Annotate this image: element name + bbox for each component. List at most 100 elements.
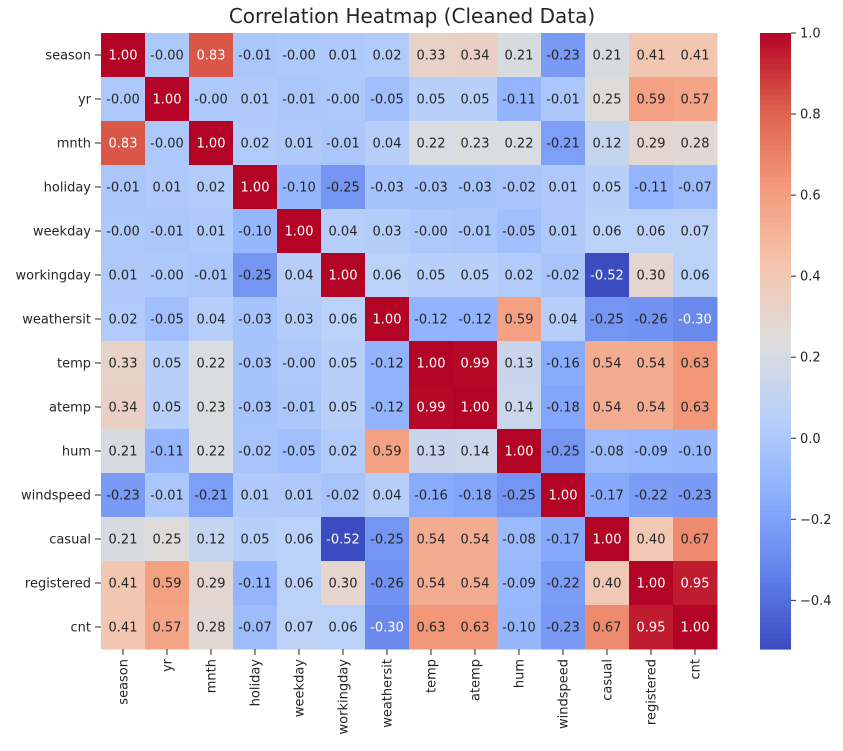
- heatmap-cell-temp-casual: [585, 341, 630, 386]
- colorbar-ticks: 1.0 0.8 0.6 0.4 0.2 0.0 −0.2 −0.4: [791, 27, 832, 609]
- cell-value-label: 0.12: [593, 137, 622, 152]
- heatmap-cell-workingday-atemp: [453, 253, 498, 298]
- heatmap-cell-weathersit-mnth: [189, 297, 234, 342]
- colorbar-segment: [760, 145, 791, 152]
- colorbar-segment: [760, 459, 791, 465]
- cell-value-label: 0.06: [593, 225, 622, 240]
- colorbar-segment: [760, 38, 791, 44]
- cell-value-label: 0.02: [373, 49, 402, 64]
- colorbar-segment: [760, 299, 791, 306]
- heatmap-cell-cnt-windspeed: [541, 605, 586, 650]
- heatmap-cell-yr-weathersit: [365, 77, 410, 122]
- x-tick-label-atemp: atemp: [469, 659, 484, 701]
- colorbar-segment: [760, 325, 791, 332]
- colorbar-segment: [760, 402, 791, 409]
- cell-value-label: -0.03: [238, 401, 272, 416]
- cell-value-label: 0.14: [505, 401, 534, 416]
- cell-value-label: -0.05: [150, 313, 184, 328]
- x-tick-label-windspeed: windspeed: [557, 659, 572, 729]
- heatmap-cell-registered-weekday: [277, 561, 322, 606]
- cell-value-label: -0.17: [590, 489, 624, 504]
- y-tick-label-hum: hum: [62, 445, 91, 460]
- colorbar-segment: [760, 607, 791, 614]
- heatmap-cell-weekday-workingday: [321, 209, 366, 254]
- heatmap-cell-mnth-registered: [629, 121, 674, 166]
- heatmap-cell-temp-weekday: [277, 341, 322, 386]
- colorbar-segment: [760, 197, 791, 203]
- heatmap-cell-mnth-atemp: [453, 121, 498, 166]
- colorbar-segment: [760, 243, 791, 250]
- cell-value-label: 0.06: [329, 313, 358, 328]
- heatmap-cell-registered-holiday: [233, 561, 278, 606]
- heatmap-cell-registered-weathersit: [365, 561, 410, 606]
- cell-value-label: -0.21: [546, 137, 580, 152]
- heatmap-cell-weathersit-registered: [629, 297, 674, 342]
- heatmap-cell-temp-workingday: [321, 341, 366, 386]
- heatmap-cell-mnth-weekday: [277, 121, 322, 166]
- colorbar-segment: [760, 592, 791, 599]
- heatmap-cell-weekday-holiday: [233, 209, 278, 254]
- colorbar-segment: [760, 510, 791, 517]
- heatmap-cell-yr-mnth: [189, 77, 234, 122]
- heatmap-cell-registered-mnth: [189, 561, 234, 606]
- cell-value-label: 0.02: [197, 181, 226, 196]
- cell-value-label: -0.12: [370, 401, 404, 416]
- colorbar-segment: [760, 335, 791, 342]
- heatmap-cell-season-windspeed: [541, 33, 586, 78]
- colorbar-segment: [760, 279, 791, 286]
- cell-value-label: 0.05: [461, 269, 490, 284]
- cell-value-label: 0.95: [681, 577, 710, 592]
- column-labels: season yr mnth holiday weekday workingday weat…: [117, 649, 704, 734]
- heatmap-cell-yr-cnt: [673, 77, 718, 122]
- colorbar-segment: [760, 561, 791, 568]
- cell-value-label: 0.05: [329, 357, 358, 372]
- cell-value-label: 0.59: [373, 445, 402, 460]
- colorbar-segment: [760, 582, 791, 588]
- colorbar-segment: [760, 58, 791, 65]
- colorbar-tick-label: 0.6: [800, 189, 821, 204]
- heatmap-cell-mnth-windspeed: [541, 121, 586, 166]
- heatmap-cell-workingday-weekday: [277, 253, 322, 298]
- heatmap-cell-windspeed-holiday: [233, 473, 278, 518]
- cell-value-label: -0.12: [414, 313, 448, 328]
- heatmap-cell-atemp-workingday: [321, 385, 366, 430]
- heatmap-cell-hum-workingday: [321, 429, 366, 474]
- heatmap-cell-weekday-windspeed: [541, 209, 586, 254]
- colorbar-segment: [760, 140, 791, 147]
- cell-value-label: 0.07: [681, 225, 710, 240]
- colorbar-segment: [760, 387, 791, 393]
- cell-value-label: -0.26: [634, 313, 668, 328]
- heatmap-cell-workingday-windspeed: [541, 253, 586, 298]
- y-tick-label-yr: yr: [78, 93, 92, 108]
- heatmap-cell-temp-holiday: [233, 341, 278, 386]
- heatmap-cell-season-temp: [409, 33, 454, 78]
- cell-value-label: -0.10: [238, 225, 272, 240]
- cell-value-label: 0.13: [505, 357, 534, 372]
- cell-value-label: -0.01: [458, 225, 492, 240]
- heatmap-cell-labels: 1.00 -0.00 0.83 -0.01 -0.00 0.01 0.02 0.33 0.34 0…: [106, 49, 712, 636]
- cell-value-label: 0.59: [505, 313, 534, 328]
- y-tick-label-temp: temp: [57, 357, 91, 372]
- cell-value-label: -0.12: [370, 357, 404, 372]
- x-tick-label-weathersit: weathersit: [381, 659, 396, 728]
- cell-value-label: 1.00: [153, 93, 182, 108]
- cell-value-label: -0.23: [678, 489, 712, 504]
- heatmap-cell-atemp-atemp: [453, 385, 498, 430]
- heatmap-cell-holiday-season: [101, 165, 146, 210]
- heatmap-cell-temp-weathersit: [365, 341, 410, 386]
- heatmap-cell-casual-weathersit: [365, 517, 410, 562]
- heatmap-cell-mnth-casual: [585, 121, 630, 166]
- heatmap-cell-holiday-yr: [145, 165, 190, 210]
- cell-value-label: 0.67: [681, 533, 710, 548]
- cell-value-label: 0.63: [681, 357, 710, 372]
- colorbar-segment: [760, 294, 791, 301]
- colorbar-segment: [760, 525, 791, 532]
- heatmap-cell-temp-windspeed: [541, 341, 586, 386]
- colorbar-segment: [760, 315, 791, 322]
- colorbar-segment: [760, 397, 791, 404]
- cell-value-label: 1.00: [109, 49, 138, 64]
- cell-value-label: -0.03: [370, 181, 404, 196]
- y-tick-label-season: season: [45, 49, 91, 64]
- heatmap-cell-holiday-holiday: [233, 165, 278, 210]
